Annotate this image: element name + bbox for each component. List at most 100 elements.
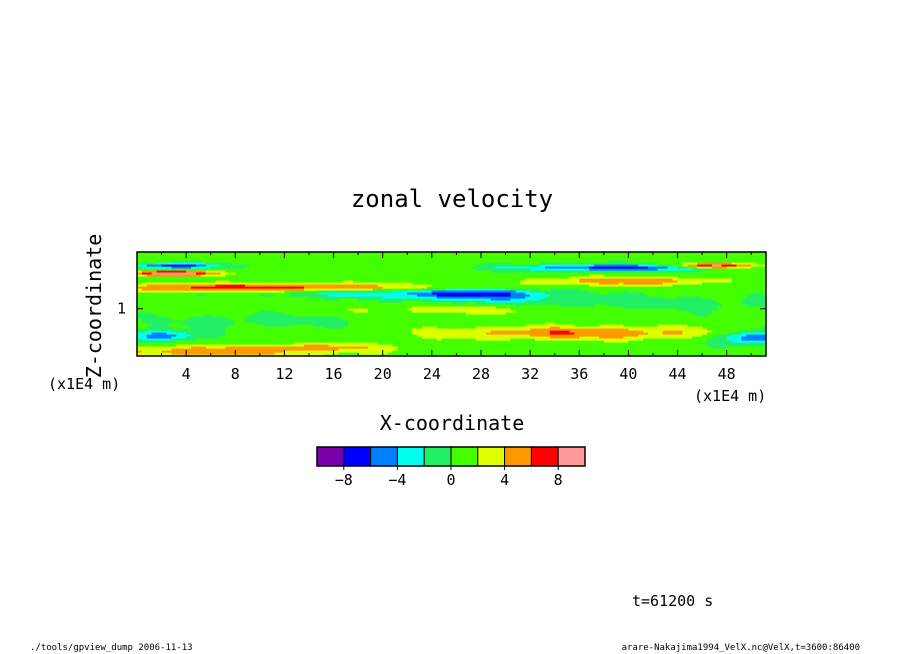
field-cell [407, 262, 413, 265]
field-cell [510, 284, 516, 287]
field-cell [363, 354, 369, 356]
field-cell [584, 282, 590, 285]
field-cell [299, 298, 305, 301]
field-cell [471, 298, 477, 301]
field-cell [245, 284, 251, 287]
field-cell [195, 348, 202, 351]
field-cell [200, 280, 207, 283]
field-cell [264, 296, 271, 299]
field-cell [461, 306, 467, 309]
field-cell [304, 258, 310, 261]
field-cell [171, 294, 177, 297]
field-cell [176, 352, 182, 355]
field-cell [254, 330, 261, 333]
field-cell [574, 340, 580, 343]
field-cell [402, 338, 408, 341]
field-cell [323, 264, 330, 267]
field-cell [254, 328, 261, 331]
field-cell [485, 320, 492, 323]
field-cell [323, 276, 330, 279]
field-cell [431, 328, 438, 331]
field-cell [254, 324, 261, 327]
field-cell [579, 302, 585, 305]
field-cell [200, 330, 207, 333]
field-cell [367, 268, 374, 271]
field-cell [289, 348, 295, 351]
field-cell [466, 338, 472, 341]
field-cell [461, 314, 467, 317]
field-cell [471, 330, 477, 333]
field-cell [348, 324, 354, 327]
field-cell [137, 354, 143, 356]
field-cell [441, 286, 448, 289]
field-cell [264, 278, 271, 281]
field-cell [574, 318, 580, 321]
field-cell [264, 326, 271, 329]
field-cell [318, 306, 325, 309]
field-cell [279, 310, 286, 313]
field-cell [146, 266, 153, 269]
field-cell [436, 264, 443, 267]
field-cell [367, 276, 374, 279]
field-cell [441, 306, 448, 309]
field-cell [594, 326, 600, 329]
field-cell [220, 260, 227, 263]
field-cell [215, 322, 222, 325]
field-cell [141, 262, 148, 265]
field-cell [367, 264, 374, 267]
field-cell [446, 300, 453, 303]
field-cell [456, 346, 462, 349]
field-cell [569, 326, 575, 329]
field-cell [348, 314, 354, 317]
field-cell [363, 256, 369, 259]
field-cell [235, 310, 241, 313]
field-cell [451, 296, 458, 299]
field-cell [422, 278, 428, 281]
field-cell [220, 310, 227, 313]
field-cell [402, 292, 408, 295]
field-cell [426, 346, 433, 349]
field-cell [598, 326, 605, 329]
field-cell [186, 252, 192, 255]
field-cell [598, 284, 605, 287]
field-cell [323, 286, 330, 289]
field-cell [166, 354, 172, 356]
field-cell [382, 312, 389, 315]
field-cell [215, 268, 222, 271]
field-cell [392, 330, 399, 333]
field-cell [446, 308, 453, 311]
field-cell [156, 340, 163, 343]
field-cell [333, 258, 340, 261]
field-cell [505, 282, 512, 285]
field-cell [495, 340, 502, 343]
field-cell [304, 274, 310, 277]
field-cell [584, 342, 590, 345]
field-cell [441, 258, 448, 261]
field-cell [353, 318, 359, 321]
field-cell [279, 328, 286, 331]
field-cell [313, 304, 320, 307]
field-cell [141, 352, 148, 355]
field-cell [323, 270, 330, 273]
field-cell [466, 334, 472, 337]
field-cell [181, 312, 187, 315]
field-cell [353, 346, 359, 349]
field-cell [186, 322, 192, 325]
field-cell [200, 278, 207, 281]
field-cell [181, 286, 187, 289]
field-cell [564, 288, 571, 291]
field-cell [343, 330, 349, 333]
field-cell [382, 296, 389, 299]
field-cell [333, 302, 340, 305]
field-cell [269, 338, 276, 341]
field-cell [549, 328, 556, 331]
field-cell [535, 296, 541, 299]
field-cell [480, 268, 487, 271]
field-cell [171, 320, 177, 323]
field-cell [446, 264, 453, 267]
field-cell [490, 268, 497, 271]
field-cell [436, 280, 443, 283]
field-cell [141, 258, 148, 261]
field-cell [441, 254, 448, 257]
field-cell [186, 292, 192, 295]
